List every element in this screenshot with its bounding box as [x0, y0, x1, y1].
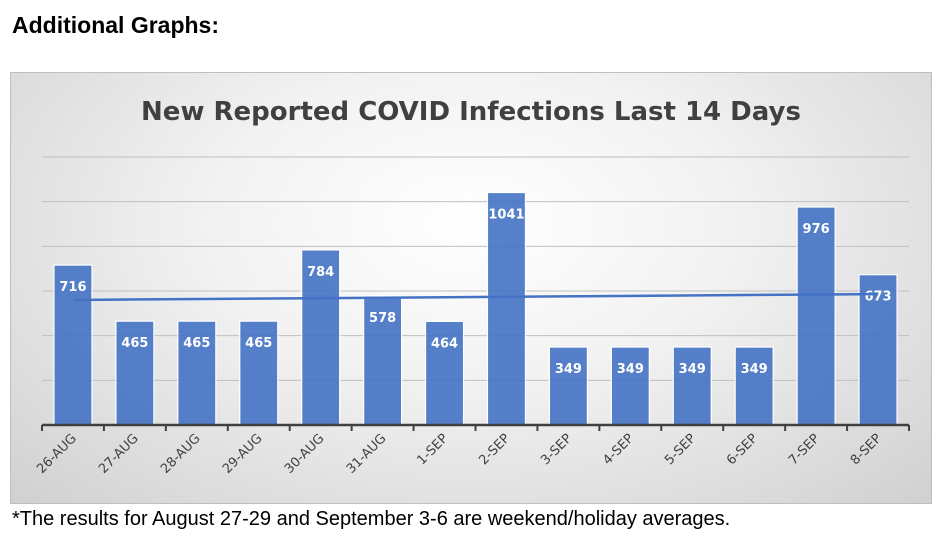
- x-tick-label: 26-AUG: [34, 431, 80, 477]
- section-heading: Additional Graphs:: [12, 12, 219, 38]
- x-tick-label: 4-SEP: [600, 431, 637, 468]
- bar: [363, 295, 403, 426]
- x-tick-label: 31-AUG: [344, 431, 390, 477]
- data-label: 465: [183, 336, 210, 351]
- data-label: 673: [864, 290, 891, 305]
- bar: [796, 206, 836, 426]
- data-label: 465: [245, 336, 272, 351]
- x-tick-label: 29-AUG: [220, 431, 266, 477]
- chart-area: New Reported COVID Infections Last 14 Da…: [10, 72, 932, 504]
- x-tick-label: 5-SEP: [662, 431, 699, 468]
- data-label: 349: [679, 362, 706, 377]
- bar: [672, 346, 712, 426]
- data-label: 349: [555, 362, 582, 377]
- bar: [115, 320, 155, 426]
- bar: [548, 346, 588, 426]
- bar: [177, 320, 217, 426]
- x-tick-label: 27-AUG: [96, 431, 142, 477]
- data-label: 464: [431, 336, 458, 351]
- bar: [610, 346, 650, 426]
- data-label: 349: [741, 362, 768, 377]
- bar: [858, 274, 898, 426]
- bar: [734, 346, 774, 426]
- data-label: 976: [803, 222, 830, 237]
- bar-chart: New Reported COVID Infections Last 14 Da…: [34, 97, 910, 477]
- x-tick-label: 8-SEP: [848, 431, 885, 468]
- bar: [424, 320, 465, 426]
- footnote: *The results for August 27-29 and Septem…: [12, 508, 731, 530]
- x-tick-label: 7-SEP: [786, 431, 823, 468]
- data-label: 465: [121, 336, 148, 351]
- data-label: 578: [369, 311, 396, 326]
- bar: [486, 191, 527, 426]
- bar: [239, 320, 279, 426]
- x-tick-label: 6-SEP: [724, 431, 761, 468]
- x-tick-label: 3-SEP: [538, 431, 575, 468]
- data-label: 349: [617, 362, 644, 377]
- x-tick-label: 28-AUG: [158, 431, 204, 477]
- data-label: 716: [59, 280, 86, 295]
- data-label: 784: [307, 265, 334, 280]
- x-tick-label: 2-SEP: [476, 431, 513, 468]
- chart-title: New Reported COVID Infections Last 14 Da…: [141, 97, 801, 127]
- bar: [301, 249, 341, 426]
- x-tick-label: 30-AUG: [282, 431, 328, 477]
- trendline: [72, 292, 879, 302]
- data-label: 1041: [488, 208, 524, 223]
- x-tick-label: 1-SEP: [414, 431, 451, 468]
